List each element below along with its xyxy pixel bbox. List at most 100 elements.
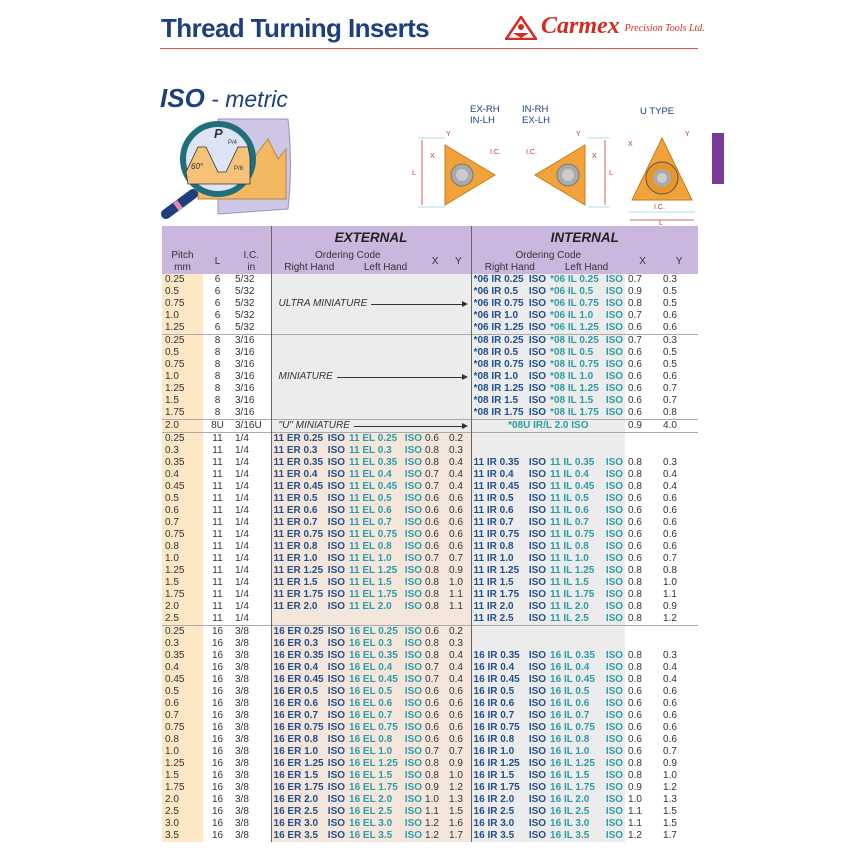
code-prefix: 11 ER 0.75 <box>273 529 324 540</box>
code-prefix: 16 EL 0.3 <box>349 638 393 649</box>
ext-lh-code: 16 EL 0.6 ISO <box>347 698 425 710</box>
int-rh-code: 16 IR 1.5 ISO <box>470 770 549 782</box>
code-suffix: ISO <box>605 481 624 492</box>
int-x-cell: 0.7 <box>628 310 642 321</box>
code-suffix: ISO <box>605 674 624 685</box>
ext-rh-code: 11 ER 1.75 ISO <box>270 589 348 601</box>
table-row: 1.25 8 3/16 *08 IR 1.25 ISO *08 IL 1.25 ISO 0.6… <box>162 383 698 395</box>
code-suffix: ISO <box>404 505 423 516</box>
int-rh-code: *06 IR 1.0 ISO <box>470 310 549 322</box>
int-x-cell: 0.8 <box>628 662 642 673</box>
code-prefix: 16 EL 0.75 <box>349 722 398 733</box>
code-suffix: ISO <box>404 830 423 841</box>
table-row: 3.0 16 3/8 16 ER 3.0 ISO 16 EL 3.0 ISO 1.2 1.6 16… <box>162 818 698 830</box>
code-suffix: ISO <box>605 310 624 321</box>
int-y-cell: 0.7 <box>663 553 677 564</box>
code-prefix: 11 IL 1.0 <box>550 553 589 564</box>
code-suffix: ISO <box>404 469 423 480</box>
label-line: EX-RH <box>470 104 500 115</box>
int-x-cell: 1.1 <box>628 818 642 829</box>
l-cell: 16 <box>211 794 224 805</box>
table-row: 0.35 11 1/4 11 ER 0.35 ISO 11 EL 0.35 ISO 0.8 0.… <box>162 457 698 469</box>
int-y-cell: 1.2 <box>663 782 677 793</box>
code-prefix: *08 IL 1.0 <box>550 371 594 382</box>
code-prefix: 11 IR 0.7 <box>473 517 514 528</box>
int-lh-code: 11 IL 1.75 ISO <box>548 589 626 601</box>
int-rh-code: *06 IR 0.75 ISO <box>470 298 549 310</box>
code-prefix: 16 IL 3.0 <box>550 818 590 829</box>
ext-rh-code: 16 ER 1.75 ISO <box>270 782 348 794</box>
code-prefix: 16 IR 1.0 <box>473 746 515 757</box>
table-row: 0.6 11 1/4 11 ER 0.6 ISO 11 EL 0.6 ISO 0.6 0.6 11… <box>162 505 698 517</box>
code-suffix: ISO <box>528 722 547 733</box>
dim-l: L <box>412 170 416 177</box>
int-x-cell: 0.6 <box>628 529 642 540</box>
int-rh-code: 11 IR 1.25 ISO <box>470 565 549 577</box>
table-row: 0.75 11 1/4 11 ER 0.75 ISO 11 EL 0.75 ISO 0.6 0.… <box>162 529 698 541</box>
code-prefix: 16 ER 0.45 <box>273 674 324 685</box>
ext-x-cell: 0.7 <box>424 662 447 674</box>
code-suffix: ISO <box>404 433 423 444</box>
code-suffix: ISO <box>528 770 547 781</box>
int-y-cell: 0.7 <box>663 383 677 394</box>
pitch-cell: 1.75 <box>162 407 203 420</box>
int-lh-code: 16 IL 1.25 ISO <box>548 758 626 770</box>
l-cell: 6 <box>214 286 221 297</box>
code-prefix: 16 ER 3.0 <box>273 818 319 829</box>
code-prefix: 11 IL 2.5 <box>550 613 589 624</box>
l-cell: 16 <box>211 746 224 757</box>
l-cell: 16 <box>211 722 224 733</box>
code-suffix: ISO <box>404 481 423 492</box>
series-label-text: MINIATURE <box>278 371 333 382</box>
code-suffix: ISO <box>528 601 547 612</box>
table-row: 0.75 6 5/32 *06 IR 0.75 ISO *06 IL 0.75 ISO 0.8… <box>162 298 698 310</box>
ic-cell: 1/4 <box>235 469 249 480</box>
ext-lh-code: 11 EL 0.6 ISO <box>347 505 425 517</box>
code-prefix: *06 IR 1.0 <box>473 310 519 321</box>
ext-x-cell: 0.6 <box>424 722 447 734</box>
code-prefix: 16 EL 0.6 <box>349 698 393 709</box>
pitch-cell: 0.8 <box>162 734 203 746</box>
ext-y-cell: 0.6 <box>446 698 472 710</box>
l-cell: 16 <box>211 818 224 829</box>
code-prefix: *08 IR 0.25 <box>473 335 524 346</box>
angle-label: 60° <box>191 162 204 171</box>
code-prefix: 16 ER 2.0 <box>273 794 319 805</box>
code-suffix: ISO <box>605 493 624 504</box>
section-tab-marker <box>712 133 724 184</box>
int-y-cell: 0.3 <box>663 457 677 468</box>
int-lh-code: 16 IL 0.5 ISO <box>548 686 626 698</box>
ext-rh-code: 16 ER 0.35 ISO <box>270 650 348 662</box>
int-y-cell: 0.5 <box>663 359 677 370</box>
code-suffix: ISO <box>327 818 346 829</box>
code-prefix: 16 ER 1.25 <box>273 758 324 769</box>
ext-lh-code: 11 EL 1.5 ISO <box>347 577 425 589</box>
code-suffix: ISO <box>404 589 423 600</box>
code-prefix: 11 EL 1.75 <box>349 589 398 600</box>
l-cell: 11 <box>212 493 223 504</box>
pitch-cell: 1.0 <box>162 310 203 322</box>
l-cell: 11 <box>212 469 223 480</box>
code-suffix: ISO <box>327 589 346 600</box>
ext-x-cell: 0.6 <box>424 625 447 638</box>
section-title-bold: ISO <box>160 83 205 113</box>
code-suffix: ISO <box>404 770 423 781</box>
code-suffix: ISO <box>404 601 423 612</box>
int-lh-code: 16 IL 0.6 ISO <box>548 698 626 710</box>
code-suffix: ISO <box>528 383 547 394</box>
code-suffix: ISO <box>605 698 624 709</box>
code-suffix: ISO <box>605 371 624 382</box>
code-prefix: 16 IL 3.5 <box>550 830 590 841</box>
code-prefix: 11 IR 1.5 <box>473 577 514 588</box>
int-x-cell: 0.6 <box>628 710 642 721</box>
code-prefix: 16 ER 0.6 <box>273 698 319 709</box>
code-suffix: ISO <box>528 806 547 817</box>
code-suffix: ISO <box>528 734 547 745</box>
inserts-table: EXTERNAL INTERNAL Pitch L I.C. Ordering … <box>162 226 699 842</box>
l-cell: 6 <box>214 298 221 309</box>
code-suffix: ISO <box>327 758 346 769</box>
int-y-cell: 0.4 <box>663 481 677 492</box>
int-y-cell <box>660 638 698 650</box>
table-row: 1.0 16 3/8 16 ER 1.0 ISO 16 EL 1.0 ISO 0.7 0.7 16… <box>162 746 698 758</box>
carmex-triangle-logo-icon <box>505 16 537 40</box>
